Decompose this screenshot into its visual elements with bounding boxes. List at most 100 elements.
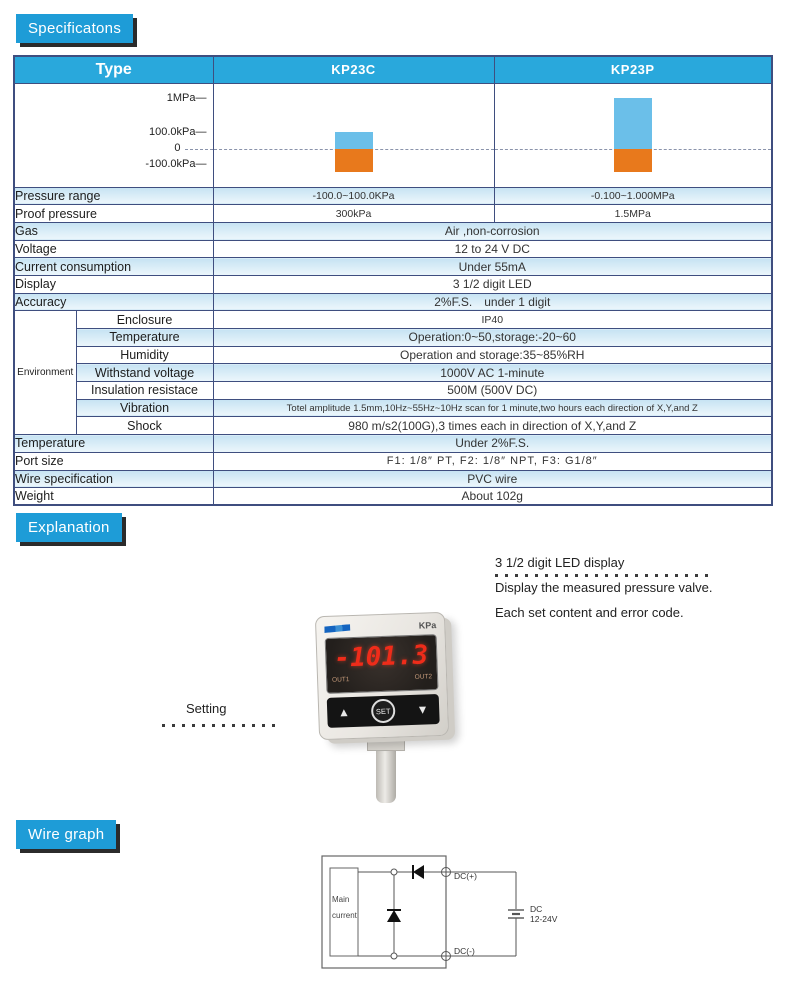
row-value: Operation and storage:35~85%RH — [212, 345, 773, 365]
wire-graph-section-title: Wire graph — [16, 820, 117, 849]
table-row: Port size F1: 1/8″ PT, F2: 1/8″ NPT, F3:… — [13, 451, 773, 471]
led-description-1: Display the measured pressure valve. — [495, 580, 713, 595]
brand-logo-icon — [324, 624, 350, 633]
table-row: Proof pressure 300kPa 1.5MPa — [13, 204, 773, 223]
row-value: 500M (500V DC) — [212, 381, 773, 400]
sensor-body: KPa -101.3 OUT1 OUT2 ▲ SET ▼ — [314, 611, 450, 741]
row-value: 3 1/2 digit LED — [212, 274, 773, 294]
zero-dashed-line — [185, 148, 212, 150]
dc-minus-label: DC(-) — [454, 946, 475, 956]
supply-label-1: DC — [530, 904, 542, 914]
table-header-row: Type KP23C KP23P — [13, 55, 773, 84]
pressure-range-chart-row: 1MPa— 100.0kPa— 0 -100.0kPa— — [13, 82, 773, 188]
down-arrow-icon: ▼ — [416, 702, 429, 717]
table-row: Weight About 102g — [13, 487, 773, 506]
table-row: Insulation resistace 500M (500V DC) — [14, 381, 773, 400]
dc-plus-label: DC(+) — [454, 871, 477, 881]
specifications-section-title: Specificatons — [16, 14, 134, 43]
row-value: 2%F.S. under 1 digit — [212, 292, 773, 312]
table-row: Voltage 12 to 24 V DC — [13, 239, 773, 259]
row-label: Temperature — [13, 434, 214, 453]
up-arrow-icon: ▲ — [337, 705, 351, 720]
row-label: Proof pressure — [13, 204, 214, 223]
sensor-outline-box — [321, 855, 447, 969]
row-value: Operation:0~50,storage:-20~60 — [212, 328, 773, 347]
table-row: Vibration Totel amplitude 1.5mm,10Hz~55H… — [14, 398, 773, 418]
zener-diode-icon — [387, 909, 401, 922]
out2-label: OUT2 — [414, 673, 433, 681]
table-row: Gas Air ,non-corrosion — [13, 221, 773, 241]
environment-group-label: Environment — [13, 310, 77, 436]
chart-bar-kp23p — [495, 84, 771, 186]
table-row: Wire specification PVC wire — [13, 469, 773, 489]
row-label: Accuracy — [13, 292, 214, 312]
bar-positive-KP23C — [334, 131, 373, 149]
button-panel: ▲ SET ▼ — [326, 694, 440, 728]
setting-label: Setting — [186, 701, 227, 716]
out1-label: OUT1 — [331, 676, 350, 684]
unit-label: KPa — [418, 620, 437, 631]
main-current-box — [329, 867, 359, 957]
row-label: Vibration — [75, 398, 214, 418]
diode-icon — [412, 865, 424, 879]
row-value-kp23c: 300kPa — [212, 204, 495, 223]
row-label: Current consumption — [13, 257, 214, 276]
row-value-kp23p: -0.100~1.000MPa — [493, 186, 773, 206]
table-row: Accuracy 2%F.S. under 1 digit — [13, 292, 773, 312]
axis-tick-1mpa: 1MPa— — [166, 91, 207, 104]
row-label: Withstand voltage — [75, 363, 214, 383]
row-label: Humidity — [75, 345, 214, 365]
row-value: Under 2%F.S. — [212, 434, 773, 453]
set-button: SET — [370, 698, 396, 724]
supply-label-2: 12-24V — [530, 914, 558, 924]
row-label: Enclosure — [75, 310, 214, 329]
battery-icon — [508, 909, 524, 919]
sensor-cable — [376, 751, 396, 803]
led-display-value: -101.3 — [333, 640, 429, 674]
row-value-kp23c: -100.0~100.0KPa — [212, 186, 495, 206]
bar-negative-KP23P — [613, 148, 652, 172]
pressure-sensor-image: KPa -101.3 OUT1 OUT2 ▲ SET ▼ — [311, 611, 461, 803]
row-label: Port size — [13, 451, 214, 471]
row-value: Air ,non-corrosion — [212, 221, 773, 241]
column-header-type: Type — [13, 55, 214, 84]
wiring-diagram: Main current DC(+) DC(-) — [321, 855, 558, 969]
specifications-table: Type KP23C KP23P 1MPa— 100.0kPa— 0 -100.… — [13, 55, 773, 507]
node-circle — [390, 952, 398, 960]
row-value: 12 to 24 V DC — [212, 239, 773, 259]
row-value: 1000V AC 1-minute — [212, 363, 773, 383]
led-display: -101.3 OUT1 OUT2 — [324, 634, 439, 694]
led-caption: 3 1/2 digit LED display — [495, 555, 625, 570]
row-value: IP40 — [212, 310, 773, 329]
chart-bar-kp23c — [214, 84, 493, 186]
row-label: Temperature — [75, 328, 214, 347]
row-label: Display — [13, 274, 214, 294]
bar-positive-KP23P — [613, 97, 652, 149]
row-value: 980 m/s2(100G),3 times each in direction… — [212, 416, 773, 436]
table-row: Temperature Operation:0~50,storage:-20~6… — [14, 328, 773, 347]
row-label: Weight — [13, 487, 214, 506]
row-value: PVC wire — [212, 469, 773, 489]
column-header-kp23c: KP23C — [212, 55, 495, 84]
sensor-connector — [367, 740, 405, 751]
table-row: Humidity Operation and storage:35~85%RH — [14, 345, 773, 365]
row-label: Shock — [75, 416, 214, 436]
table-row: Shock 980 m/s2(100G),3 times each in dir… — [14, 416, 773, 436]
column-header-kp23p: KP23P — [493, 55, 773, 84]
row-label: Gas — [13, 221, 214, 241]
table-row: Withstand voltage 1000V AC 1-minute — [14, 363, 773, 383]
row-label: Voltage — [13, 239, 214, 259]
row-value: About 102g — [212, 487, 773, 506]
bar-negative-KP23C — [334, 148, 373, 172]
row-label: Insulation resistace — [75, 381, 214, 400]
chart-axis: 1MPa— 100.0kPa— 0 -100.0kPa— — [15, 84, 212, 186]
row-label: Wire specification — [13, 469, 214, 489]
row-value: Totel amplitude 1.5mm,10Hz~55Hz~10Hz sca… — [212, 398, 773, 418]
table-row: Temperature Under 2%F.S. — [13, 434, 773, 453]
table-row: Pressure range -100.0~100.0KPa -0.100~1.… — [13, 186, 773, 206]
axis-tick-100kpa: 100.0kPa— — [149, 125, 207, 138]
axis-tick-neg100kpa: -100.0kPa— — [145, 157, 207, 170]
row-value: F1: 1/8″ PT, F2: 1/8″ NPT, F3: G1/8″ — [212, 451, 773, 471]
table-row: Display 3 1/2 digit LED — [13, 274, 773, 294]
